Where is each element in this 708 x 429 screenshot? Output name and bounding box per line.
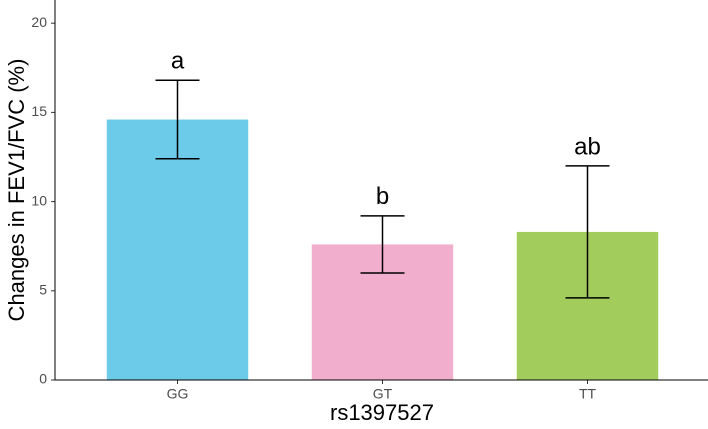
x-axis-title: rs1397527 — [330, 400, 434, 425]
significance-label: b — [376, 183, 389, 210]
significance-label: ab — [574, 133, 601, 160]
y-tick-label: 20 — [31, 14, 47, 30]
y-axis-title: Changes in FEV1/FVC (%) — [4, 59, 29, 322]
x-tick-label: TT — [579, 386, 597, 402]
y-tick-label: 15 — [31, 103, 47, 119]
significance-label: a — [171, 48, 185, 75]
x-tick-label: GT — [373, 386, 393, 402]
bar — [106, 119, 249, 380]
y-tick-label: 5 — [39, 282, 47, 298]
y-tick-label: 10 — [31, 192, 47, 208]
x-tick-label: GG — [167, 386, 189, 402]
y-tick-label: 0 — [39, 371, 47, 387]
